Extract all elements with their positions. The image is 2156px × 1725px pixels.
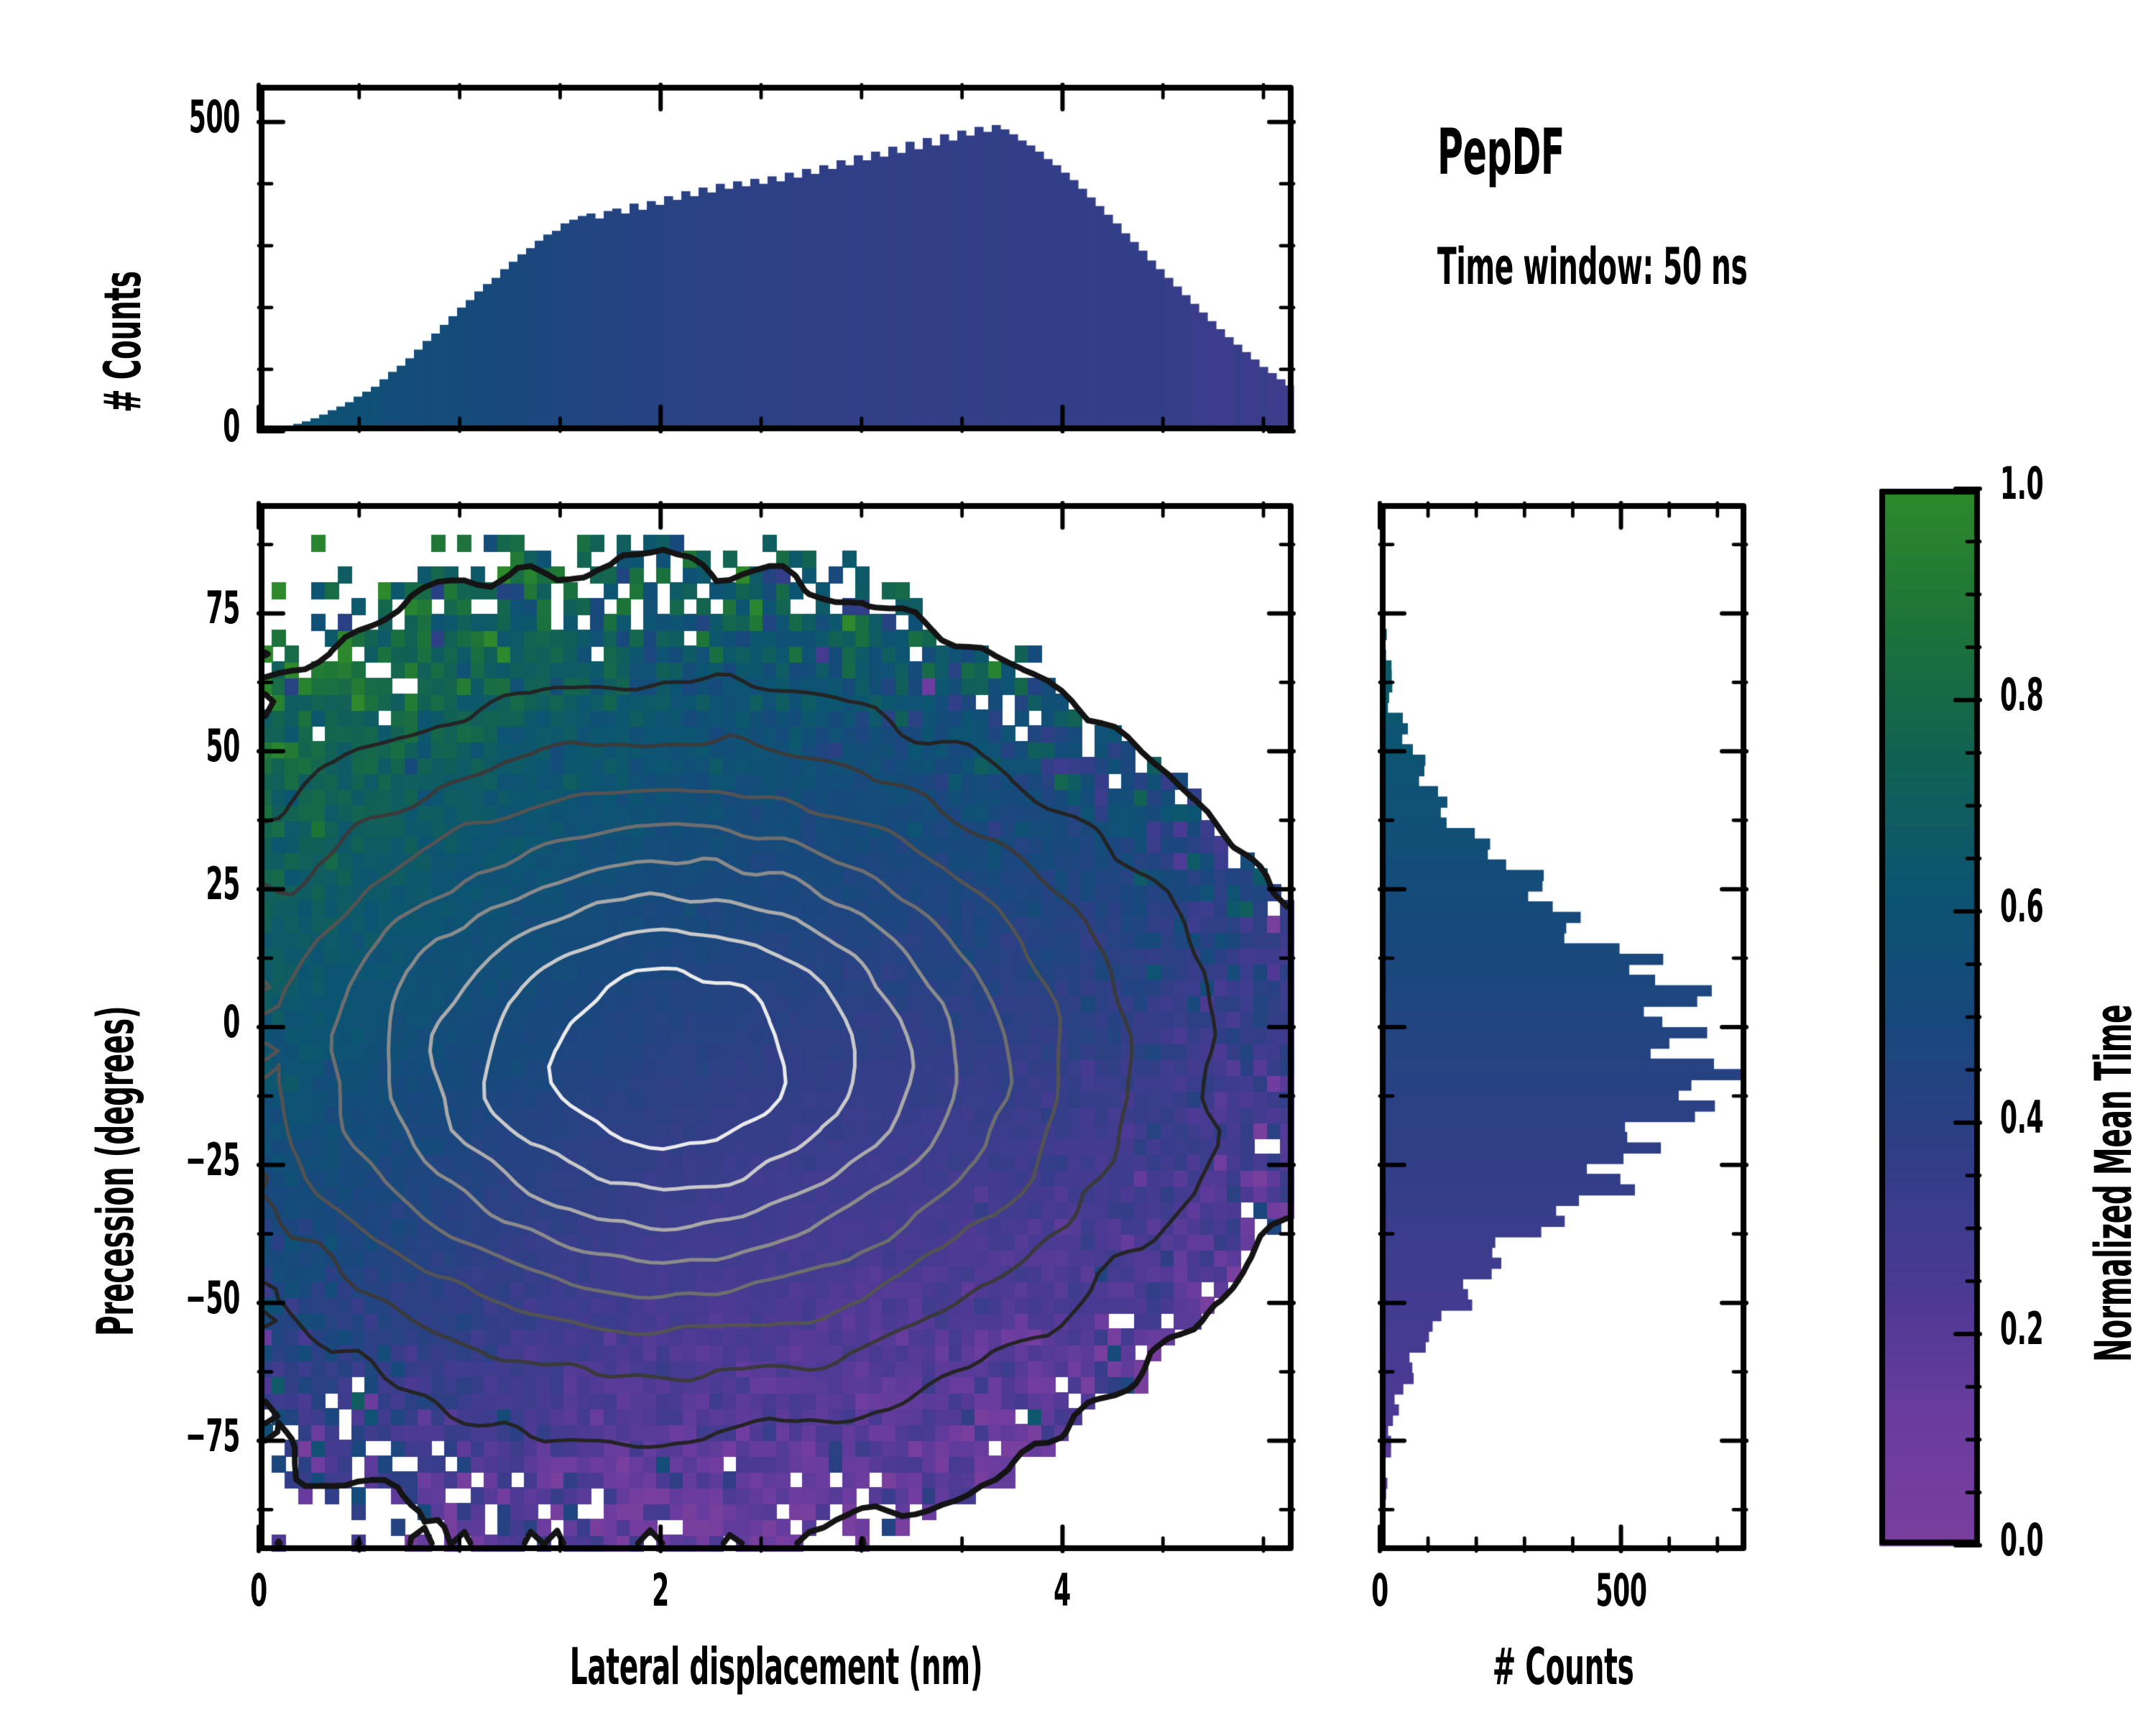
main-ytick-25: 25 — [206, 857, 240, 911]
main-xlabel: Lateral displacement (nm) — [569, 1637, 983, 1696]
colorbar-tick-0-6: 0.6 — [2000, 880, 2044, 932]
colorbar-tick-1-0: 1.0 — [2000, 457, 2044, 510]
main-ytick-neg75: −75 — [185, 1409, 240, 1462]
right-panel-xtick-500: 500 — [1595, 1564, 1647, 1616]
main-ytick-neg50: −50 — [185, 1271, 240, 1324]
subtitle-time-window: Time window: 50 ns — [1437, 237, 1748, 296]
main-ytick-75: 75 — [206, 581, 240, 635]
main-xtick-2: 2 — [652, 1564, 670, 1616]
top-panel-ylabel: # Counts — [93, 271, 152, 413]
right-panel-xtick-0: 0 — [1371, 1564, 1388, 1616]
main-xtick-0: 0 — [250, 1564, 267, 1616]
page-title: PepDF — [1437, 115, 1565, 189]
main-ylabel: Precession (degrees) — [86, 1006, 145, 1336]
top-panel-ytick-0: 0 — [223, 400, 240, 452]
colorbar-label: Normalized Mean Time — [2084, 1004, 2143, 1362]
colorbar-tick-0-4: 0.4 — [2000, 1091, 2044, 1144]
main-ytick-50: 50 — [206, 719, 240, 773]
top-panel-ytick-500: 500 — [188, 90, 241, 143]
main-ytick-neg25: −25 — [185, 1133, 240, 1186]
colorbar-tick-0-2: 0.2 — [2000, 1302, 2044, 1355]
main-ytick-0: 0 — [223, 995, 240, 1048]
right-panel-xlabel: # Counts — [1492, 1637, 1634, 1696]
colorbar-tick-0-8: 0.8 — [2000, 668, 2044, 721]
main-xtick-4: 4 — [1054, 1564, 1072, 1616]
colorbar-tick-0-0: 0.0 — [2000, 1514, 2044, 1566]
